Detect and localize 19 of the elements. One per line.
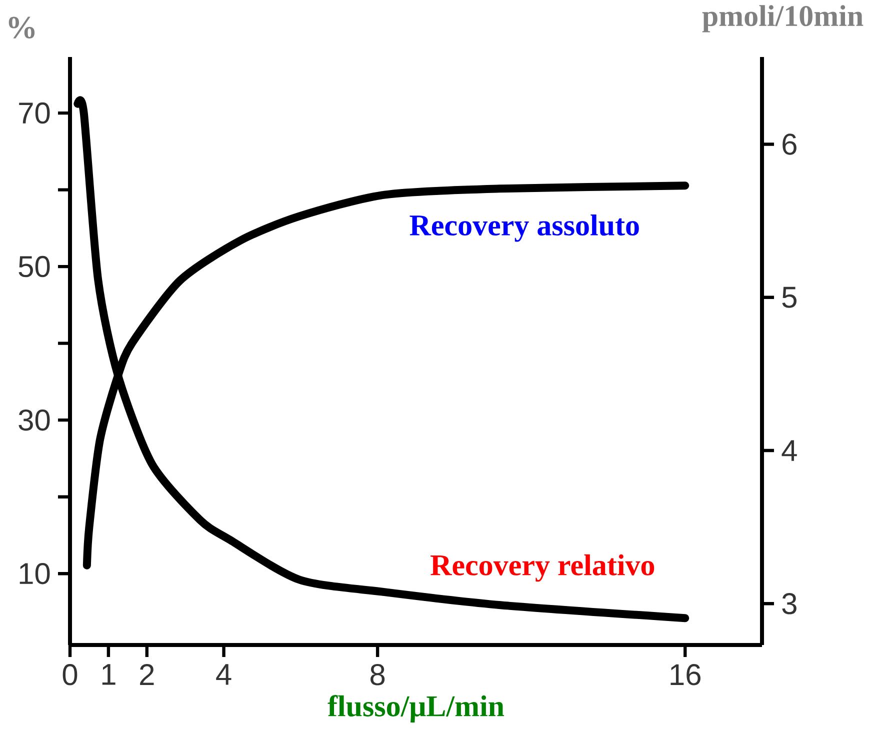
y2-tick-label: 4 (782, 440, 797, 461)
y2-axis-title: pmoli/10min (702, 5, 864, 32)
x-axis-title: flusso/μL/min (328, 695, 504, 723)
y-tick-label: 30 (18, 409, 50, 431)
x-tick-label: 0 (62, 664, 78, 686)
y2-tick-label: 5 (782, 286, 797, 308)
y-axis-title: % (8, 16, 35, 38)
x-tick-label: 8 (370, 664, 385, 686)
y-tick-label: 10 (20, 562, 50, 584)
y-tick-label: 70 (19, 102, 50, 124)
x-tick-label: 16 (670, 664, 700, 686)
series-label: Recovery relativo (430, 554, 654, 582)
x-tick-label: 2 (140, 664, 154, 686)
x-tick-label: 1 (102, 664, 116, 685)
y2-tick-label: 3 (782, 593, 796, 614)
y-tick-label: 50 (18, 256, 50, 278)
x-tick-label: 4 (216, 664, 232, 685)
series-label: Recovery assoluto (410, 214, 639, 242)
y2-tick-label: 6 (782, 134, 796, 155)
